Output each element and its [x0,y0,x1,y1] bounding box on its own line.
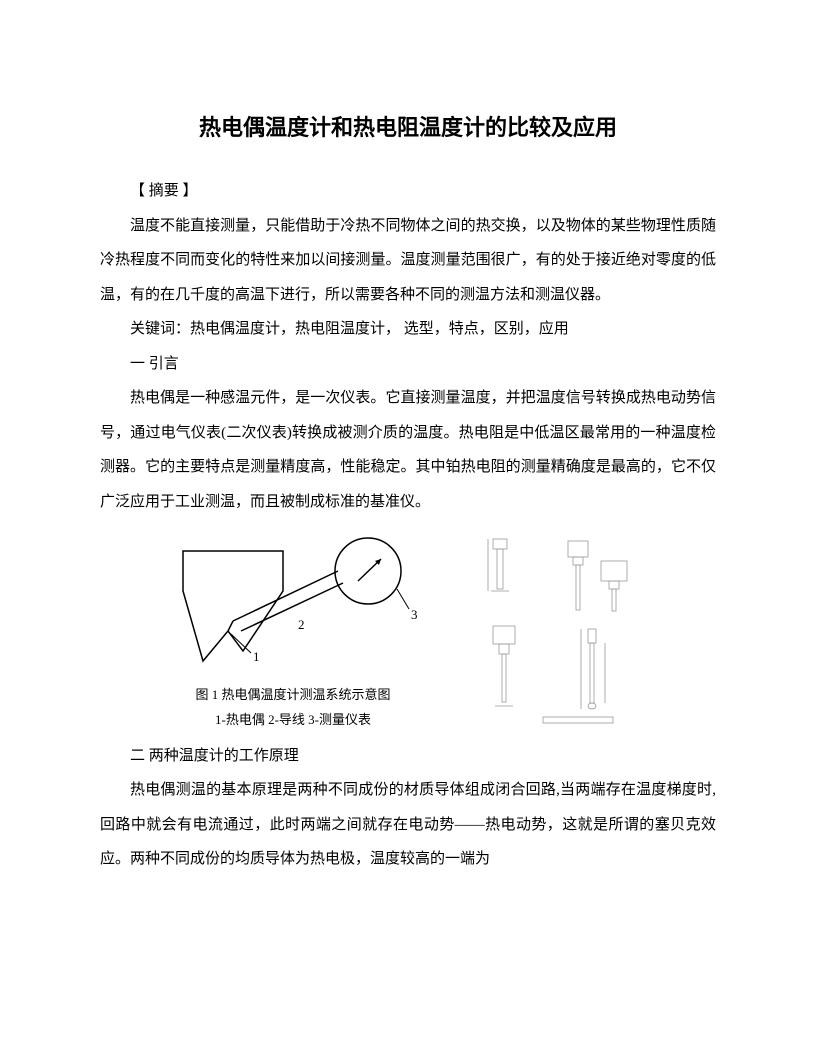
figure2-svg [473,531,663,726]
section1-body: 热电偶是一种感温元件，是一次仪表。它直接测量温度，并把温度信号转换成热电动势信号… [100,381,716,519]
fig1-label-2: 2 [298,617,305,632]
figure1-caption-line1: 图 1 热电偶温度计测温系统示意图 [195,685,390,706]
figure-row: 1 2 3 图 1 热电偶温度计测温系统示意图 1-热电偶 2-导线 3-测量仪… [100,531,716,731]
figure1-svg: 1 2 3 [153,531,433,681]
fig1-label-3: 3 [411,607,418,622]
section2-label: 二 两种温度计的工作原理 [100,739,716,774]
keywords: 关键词：热电偶温度计，热电阻温度计， 选型，特点，区别，应用 [100,312,716,347]
abstract-body: 温度不能直接测量，只能借助于冷热不同物体之间的热交换，以及物体的某些物理性质随冷… [100,209,716,313]
figure1-caption-line2: 1-热电偶 2-导线 3-测量仪表 [215,710,371,731]
section1-label: 一 引言 [100,347,716,382]
section2-body: 热电偶测温的基本原理是两种不同成份的材质导体组成闭合回路,当两端存在温度梯度时,… [100,773,716,877]
page-title: 热电偶温度计和热电阻温度计的比较及应用 [100,110,716,142]
fig1-label-1: 1 [253,649,260,664]
figure2-container [473,531,663,726]
figure1-container: 1 2 3 图 1 热电偶温度计测温系统示意图 1-热电偶 2-导线 3-测量仪… [153,531,433,731]
abstract-label: 【 摘要 】 [100,174,716,209]
